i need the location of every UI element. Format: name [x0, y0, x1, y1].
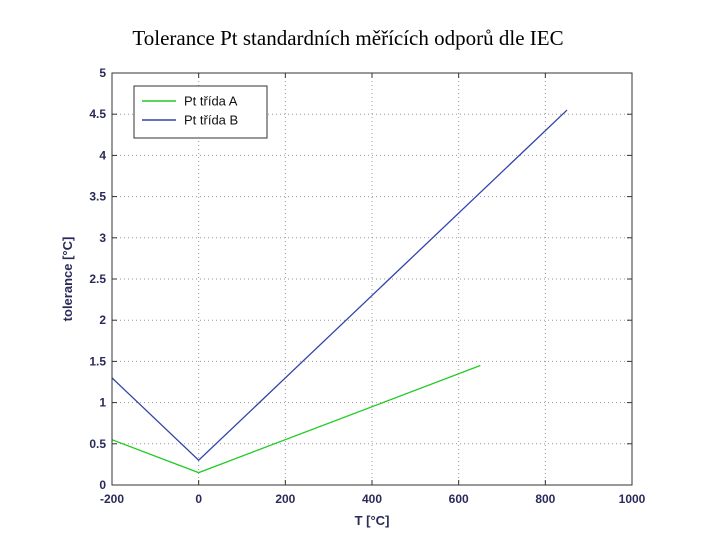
y-tick-label: 1: [99, 396, 106, 410]
x-tick-label: 0: [195, 492, 202, 506]
x-tick-label: 600: [449, 492, 469, 506]
y-tick-label: 5: [99, 66, 106, 80]
legend-label: Pt třída B: [184, 113, 238, 128]
y-tick-label: 1.5: [89, 354, 106, 368]
legend-label: Pt třída A: [184, 94, 238, 109]
y-tick-label: 4.5: [89, 107, 106, 121]
y-tick-label: 4: [99, 148, 106, 162]
x-tick-label: 1000: [619, 492, 646, 506]
y-tick-label: 2.5: [89, 272, 106, 286]
x-tick-label: 400: [362, 492, 382, 506]
y-tick-label: 0.5: [89, 437, 106, 451]
axis-ticks: -200 0 200 400 600 800 100000.511.522.533.544.…: [89, 66, 645, 506]
series-line: [111, 364, 481, 474]
legend: Pt třída A Pt třída B: [133, 85, 268, 139]
legend-box: [133, 85, 268, 139]
x-axis-label: T [°C]: [355, 513, 390, 528]
y-axis-label: tolerance [°C]: [60, 237, 75, 322]
series-lines: [111, 109, 568, 474]
x-tick-label: 200: [275, 492, 295, 506]
y-tick-label: 3.5: [89, 190, 106, 204]
series-line: [111, 109, 568, 462]
page-title: Tolerance Pt standardních měřících odpor…: [132, 26, 564, 50]
y-tick-label: 3: [99, 231, 106, 245]
y-tick-label: 2: [99, 313, 106, 327]
x-tick-label: 800: [535, 492, 555, 506]
x-tick-label: -200: [100, 492, 124, 506]
y-tick-label: 0: [99, 478, 106, 492]
